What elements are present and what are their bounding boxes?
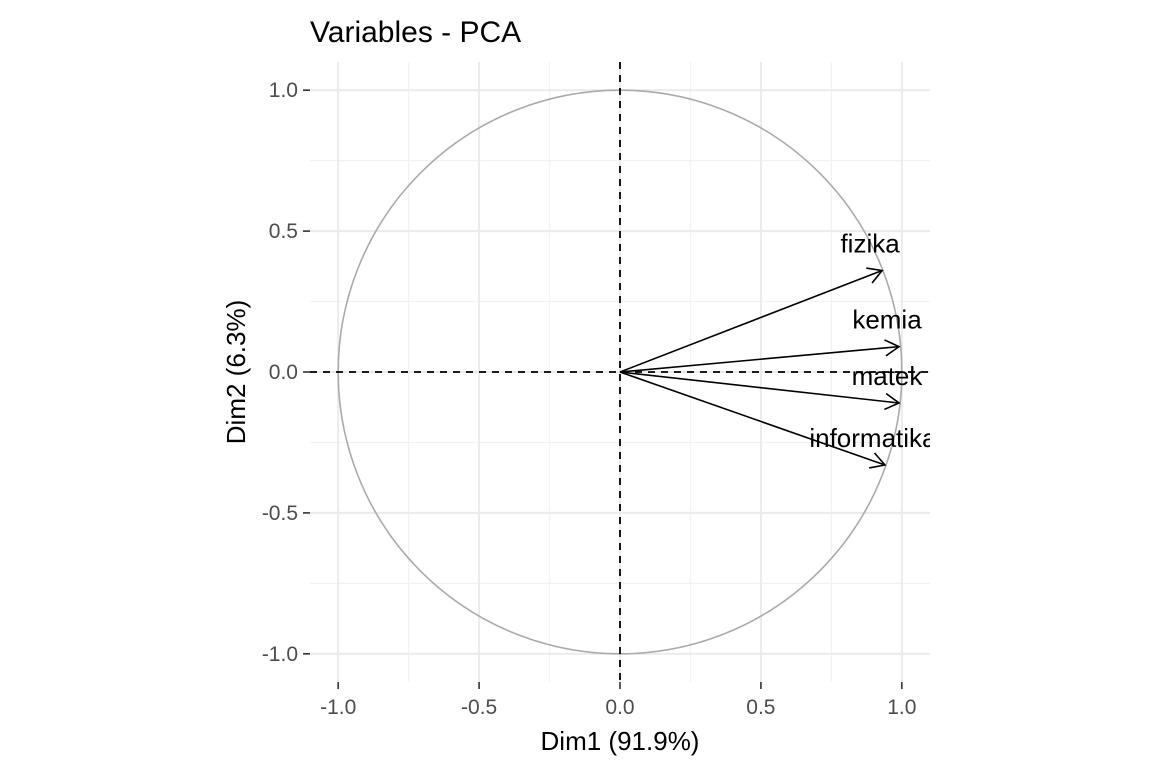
variable-arrow [619,345,900,373]
plot-panel: fizika kemia matek informatika [310,62,937,682]
variable-label: informatika [809,423,937,453]
variable-label: kemia [852,305,922,335]
x-tick-label: 0.5 [746,696,775,719]
variable-arrow-head [869,452,887,469]
y-axis-title: Dim2 (6.3%) [221,300,251,444]
chart-title: Variables - PCA [310,16,521,49]
x-tick-label: 1.0 [887,696,916,719]
x-tick-label: -0.5 [461,696,497,719]
variable-arrow [619,371,886,466]
variable-arrow [619,371,900,404]
x-axis: -1.0 -0.5 0.0 0.5 1.0 [320,682,916,719]
y-axis: -1.0 -0.5 0.0 0.5 1.0 [262,79,310,666]
y-tick-label: 1.0 [269,79,298,102]
variable-label: matek [852,361,924,391]
variable-arrow [619,269,883,373]
y-tick-label: -0.5 [262,502,298,525]
y-tick-label: 0.5 [269,220,298,243]
variable-arrow-head [866,267,884,284]
variable-label: fizika [840,229,900,259]
y-tick-label: 0.0 [269,361,298,384]
x-tick-label: -1.0 [320,696,356,719]
x-tick-label: 0.0 [605,696,634,719]
x-axis-title: Dim1 (91.9%) [541,726,700,756]
variable-arrow-head [884,339,901,357]
y-tick-label: -1.0 [262,643,298,666]
variable-arrow-head [884,392,901,411]
